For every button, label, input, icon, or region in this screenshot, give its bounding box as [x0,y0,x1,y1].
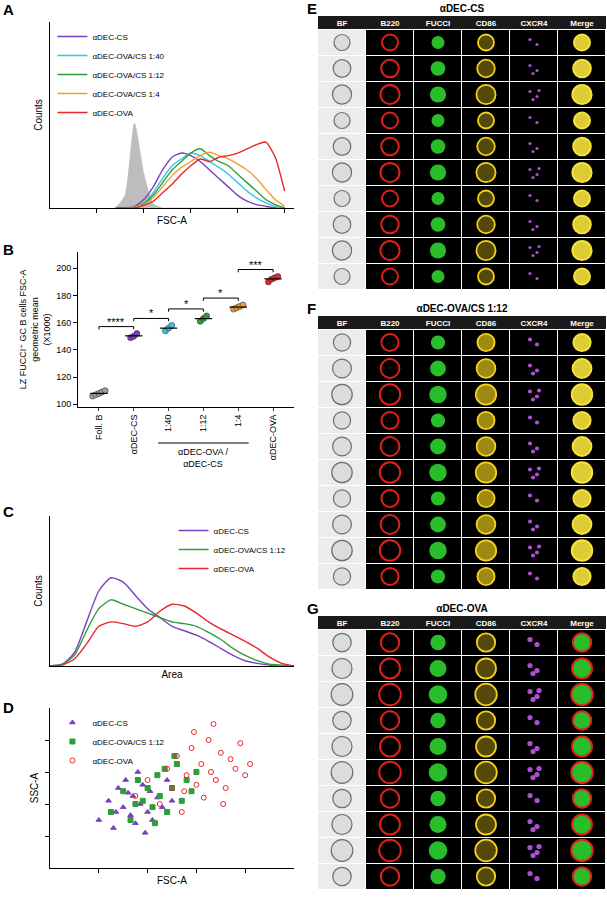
svg-text:100: 100 [56,399,71,409]
svg-text:αDEC-OVA: αDEC-OVA [214,565,255,574]
svg-text:αDEC-CS: αDEC-CS [214,527,249,536]
svg-text:*: * [184,298,189,310]
svg-text:CD86: CD86 [476,319,497,328]
svg-text:E: E [307,0,317,17]
svg-text:CD86: CD86 [476,619,497,628]
svg-text:αDEC-CS: αDEC-CS [92,33,127,42]
svg-text:CD86: CD86 [476,19,497,28]
svg-text:Area: Area [161,669,183,680]
svg-text:****: **** [107,316,125,328]
html-text:A: A [3,1,14,18]
svg-text:FUCCI: FUCCI [426,19,450,28]
svg-text:αDEC-OVA: αDEC-OVA [92,109,133,118]
svg-text:1:40: 1:40 [164,415,174,433]
svg-text:B220: B220 [380,319,400,328]
svg-text:αDEC-CS: αDEC-CS [129,415,139,455]
html-text:C: C [3,503,14,520]
svg-text:***: *** [249,259,263,271]
svg-text:CXCR4: CXCR4 [520,19,548,28]
svg-text:*: * [149,307,154,319]
svg-text:αDEC-OVA/CS 1:4: αDEC-OVA/CS 1:4 [92,90,160,99]
svg-text:FSC-A: FSC-A [157,215,187,226]
svg-text:*: * [218,287,223,299]
svg-text:180: 180 [56,291,71,301]
svg-text:200: 200 [56,263,71,273]
svg-text:Counts: Counts [33,99,44,131]
svg-text:B220: B220 [380,619,400,628]
html-text:D: D [3,699,14,716]
svg-text:αDEC-OVA/CS 1:12: αDEC-OVA/CS 1:12 [214,546,286,555]
svg-text:1:12: 1:12 [198,415,208,433]
svg-text:CXCR4: CXCR4 [520,319,548,328]
svg-text:αDEC-OVA/CS 1:12: αDEC-OVA/CS 1:12 [417,303,508,314]
svg-text:αDEC-OVA /αDEC-CS: αDEC-OVA /αDEC-CS [178,447,229,469]
svg-text:G: G [307,600,319,617]
svg-text:B220: B220 [380,19,400,28]
svg-text:120: 120 [56,372,71,382]
svg-text:αDEC-OVA/CS 1:12: αDEC-OVA/CS 1:12 [92,71,164,80]
svg-text:BF: BF [337,19,348,28]
svg-text:FUCCI: FUCCI [426,319,450,328]
svg-text:CXCR4: CXCR4 [520,619,548,628]
svg-text:αDEC-CS: αDEC-CS [92,719,127,728]
svg-text:BF: BF [337,619,348,628]
svg-text:Counts: Counts [33,575,44,607]
svg-text:160: 160 [56,318,71,328]
html-text:B: B [3,241,14,258]
svg-text:FSC-A: FSC-A [157,875,187,886]
svg-text:αDEC-OVA: αDEC-OVA [436,603,488,614]
svg-text:αDEC-CS: αDEC-CS [440,3,485,14]
svg-text:FUCCI: FUCCI [426,619,450,628]
svg-text:Merge: Merge [570,619,594,628]
svg-text:BF: BF [337,319,348,328]
svg-text:Merge: Merge [570,19,594,28]
svg-text:αDEC-OVA/CS 1:40: αDEC-OVA/CS 1:40 [92,52,164,61]
svg-text:1:4: 1:4 [233,415,243,428]
svg-text:LZ FUCCI⁺ GC B cells FSC-Ageom: LZ FUCCI⁺ GC B cells FSC-Ageometric mean… [18,270,51,390]
svg-text:αDEC-OVA/CS 1:12: αDEC-OVA/CS 1:12 [92,738,164,747]
svg-text:F: F [307,300,316,317]
svg-text:αDEC-OVA: αDEC-OVA [268,415,278,461]
svg-text:Merge: Merge [570,319,594,328]
svg-text:140: 140 [56,345,71,355]
svg-text:αDEC-OVA: αDEC-OVA [92,757,133,766]
svg-text:Foll. B: Foll. B [94,415,104,441]
svg-text:SSC-A: SSC-A [29,772,40,803]
